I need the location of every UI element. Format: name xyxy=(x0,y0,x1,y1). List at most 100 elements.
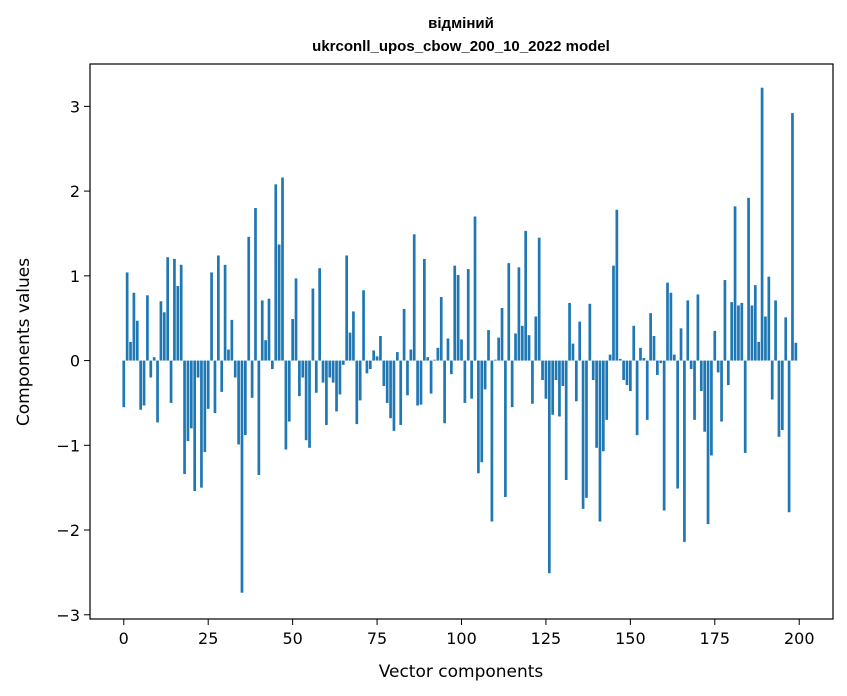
bar xyxy=(669,292,673,361)
bar xyxy=(365,360,369,374)
bar xyxy=(703,360,707,432)
bar xyxy=(642,358,646,361)
bar xyxy=(629,360,632,392)
bar xyxy=(713,330,717,361)
bar xyxy=(301,360,305,378)
bar xyxy=(581,360,585,509)
bar xyxy=(395,352,399,361)
y-tick-label: 3 xyxy=(70,97,80,116)
x-tick-label: 125 xyxy=(531,629,562,648)
bar xyxy=(186,360,190,442)
y-tick-label: −2 xyxy=(56,521,80,540)
bar xyxy=(686,300,690,361)
bar xyxy=(247,236,251,361)
bar xyxy=(720,360,723,422)
x-tick-label: 200 xyxy=(784,629,815,648)
bar xyxy=(325,360,328,425)
bar xyxy=(463,360,467,403)
bar xyxy=(473,216,477,361)
x-tick-label: 175 xyxy=(700,629,731,648)
bar xyxy=(693,360,696,420)
bar xyxy=(547,360,551,574)
bar xyxy=(740,302,744,361)
bar xyxy=(750,305,754,361)
bar xyxy=(220,360,224,392)
bar xyxy=(706,360,710,525)
bar xyxy=(179,264,183,361)
bar xyxy=(345,255,349,361)
bar xyxy=(514,333,517,361)
bar xyxy=(527,335,531,361)
bar xyxy=(230,319,234,361)
bar xyxy=(723,280,727,361)
bar xyxy=(537,237,541,361)
bar xyxy=(308,360,311,448)
bar xyxy=(382,360,386,386)
y-tick-label: −1 xyxy=(56,436,80,455)
bar xyxy=(571,343,575,361)
bar xyxy=(368,360,372,370)
bar xyxy=(649,313,652,361)
bar xyxy=(372,350,376,361)
bar xyxy=(267,298,271,361)
bar xyxy=(480,360,484,463)
bar xyxy=(652,335,656,361)
bar xyxy=(662,360,666,511)
bar xyxy=(564,360,568,481)
bar xyxy=(453,265,457,361)
bar xyxy=(149,360,153,378)
bar xyxy=(189,360,193,429)
y-tick-label: 2 xyxy=(70,182,80,201)
x-tick-label: 75 xyxy=(367,629,387,648)
bar xyxy=(541,360,544,381)
x-ticks-group: 0 25 50 75 100 125 150 175 200 xyxy=(119,619,815,648)
bar xyxy=(409,349,413,361)
bar xyxy=(321,360,325,383)
bar xyxy=(135,320,139,361)
bar xyxy=(250,360,254,398)
bar xyxy=(470,360,473,399)
bar xyxy=(450,360,453,375)
bar xyxy=(183,360,186,475)
bar xyxy=(237,360,240,445)
y-ticks-group: −3 −2 −1 0 1 2 3 xyxy=(56,97,90,625)
bar xyxy=(412,234,416,361)
bar xyxy=(223,264,227,361)
bar xyxy=(777,360,781,437)
bar xyxy=(561,360,565,386)
bar xyxy=(612,265,615,361)
plot-frame xyxy=(89,63,834,620)
bar xyxy=(227,349,230,361)
bar xyxy=(277,244,281,361)
bar xyxy=(291,319,294,361)
bar xyxy=(666,282,669,361)
bar xyxy=(787,360,791,513)
bar xyxy=(129,341,132,361)
bar xyxy=(622,360,625,381)
bar xyxy=(166,257,170,361)
bar xyxy=(233,360,237,378)
bar xyxy=(399,360,403,425)
bar xyxy=(601,360,605,452)
bar xyxy=(244,360,247,436)
x-tick-label: 100 xyxy=(446,629,477,648)
bar xyxy=(618,358,622,361)
bar xyxy=(497,337,500,361)
x-tick-label: 50 xyxy=(282,629,302,648)
bar xyxy=(737,305,740,361)
bar xyxy=(784,317,788,361)
bar xyxy=(456,274,460,361)
bar xyxy=(203,360,207,453)
bar xyxy=(477,360,480,474)
bar xyxy=(683,360,686,542)
bars-group xyxy=(122,87,798,593)
bar xyxy=(730,302,734,361)
bar xyxy=(490,360,494,522)
bar xyxy=(632,325,636,361)
bar xyxy=(743,360,747,453)
bar xyxy=(122,360,126,408)
bar xyxy=(676,360,679,489)
bar xyxy=(656,360,659,375)
bar xyxy=(216,255,220,361)
bar xyxy=(338,360,342,395)
